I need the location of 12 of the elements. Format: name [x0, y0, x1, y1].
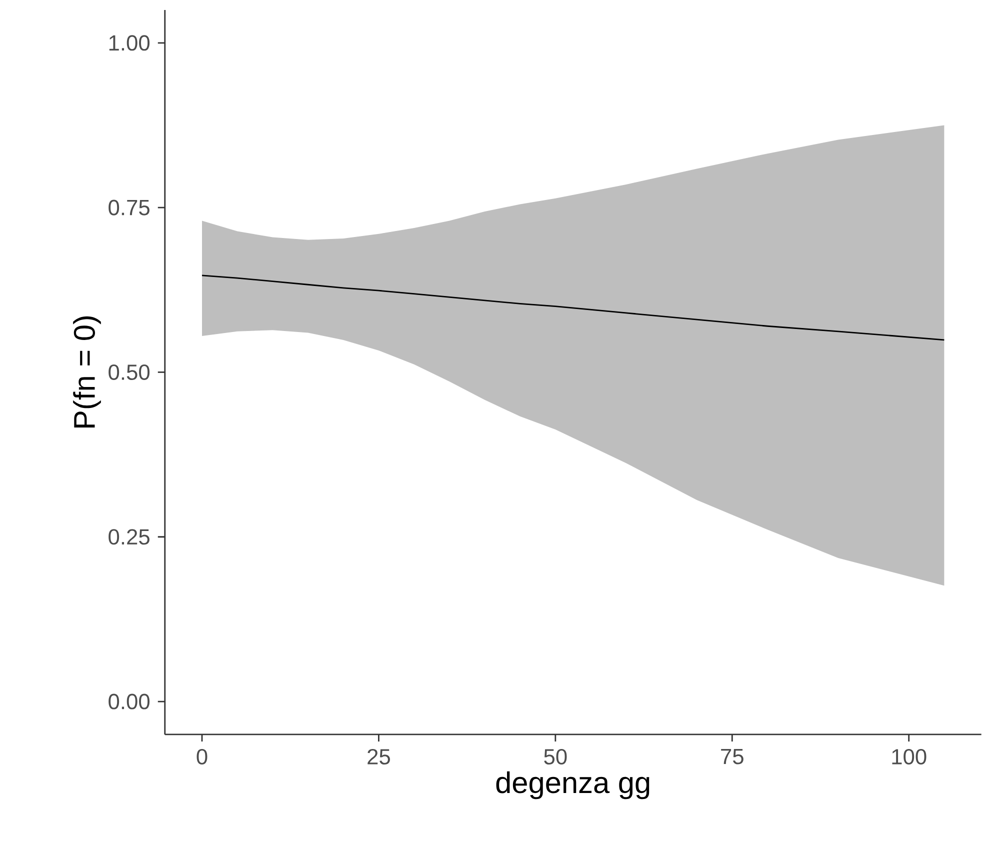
y-tick-label: 1.00	[109, 34, 150, 50]
x-axis-title: degenza gg	[496, 771, 650, 799]
y-axis-title: P(fn = 0)	[73, 316, 101, 428]
x-tick-label: 0	[196, 748, 208, 764]
x-tick-label: 25	[368, 748, 390, 764]
x-tick-label: 75	[721, 748, 744, 764]
y-tick-label: 0.75	[108, 200, 150, 216]
y-tick-label: 0.25	[108, 528, 150, 544]
y-tick-label: 0.50	[108, 364, 150, 380]
x-tick-label: 50	[544, 748, 567, 764]
x-tick-label: 100	[892, 748, 926, 764]
y-tick-label: 0.00	[108, 694, 150, 710]
